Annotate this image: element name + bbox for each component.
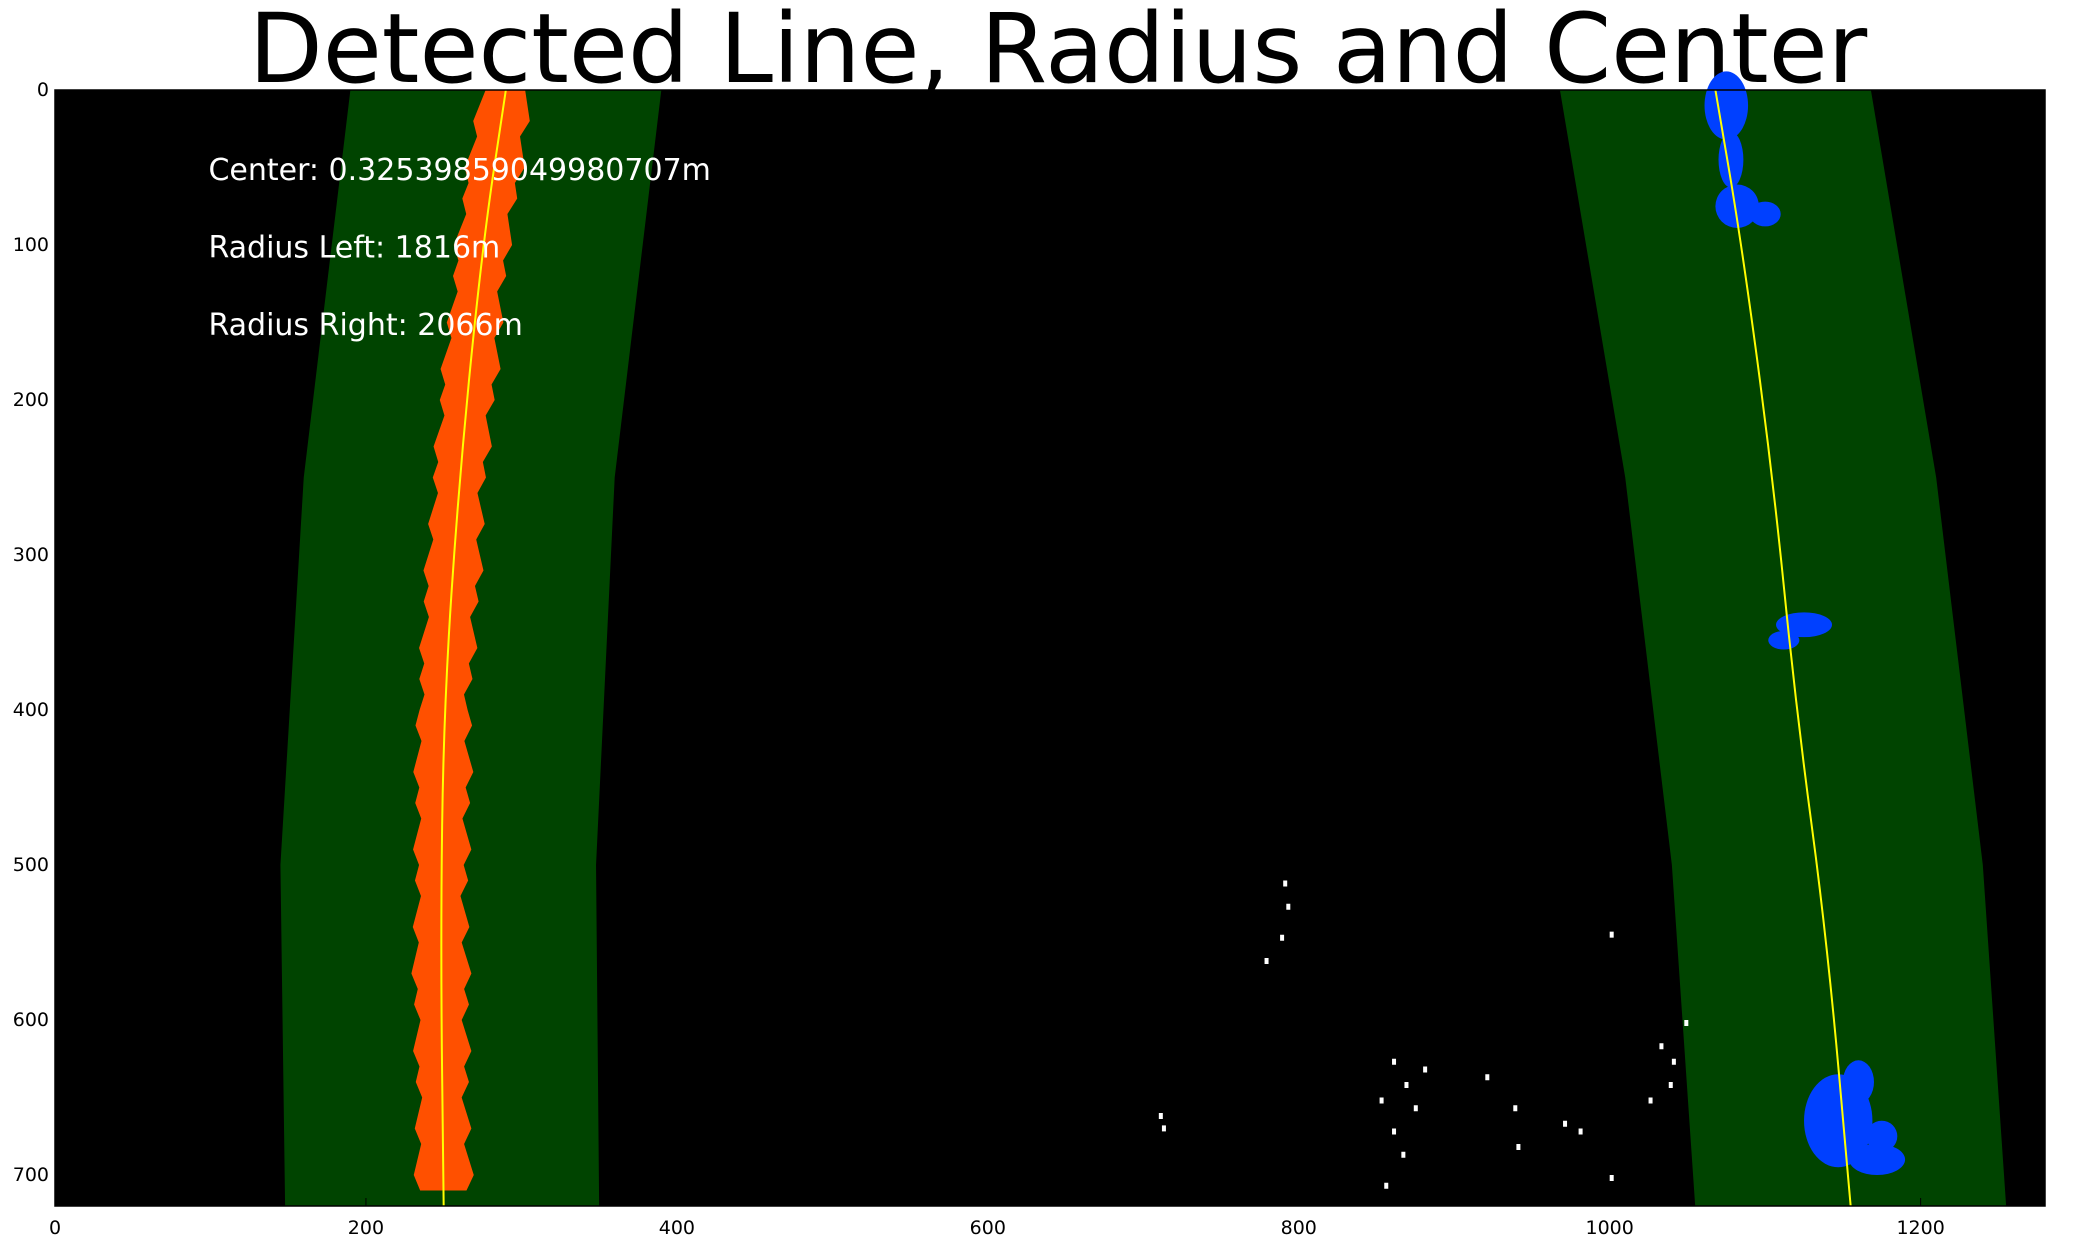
noise-speck <box>1286 903 1291 910</box>
noise-speck <box>1280 934 1285 941</box>
left-fit-line <box>440 89 507 1207</box>
plot-area <box>55 71 2045 1207</box>
y-tick-label: 500 <box>13 854 49 876</box>
noise-speck <box>1609 1175 1614 1181</box>
x-tick-label: 800 <box>1281 1217 1317 1239</box>
noise-speck <box>1671 1058 1676 1065</box>
noise-speck <box>1404 1082 1409 1088</box>
right-lane-pixel-blob <box>1704 71 1749 140</box>
noise-speck <box>1485 1074 1490 1081</box>
right-fit-line <box>1714 89 1852 1207</box>
y-tick-label: 100 <box>13 234 49 256</box>
noise-speck <box>1609 931 1614 938</box>
y-tick-label: 400 <box>13 699 49 721</box>
annotations: Center: 0.32539859049980707m Radius Left:… <box>208 153 710 343</box>
right-lane-pixel-blob <box>1715 184 1759 228</box>
right-lane-pixel-blob <box>1849 1144 1906 1175</box>
noise-speck <box>1401 1151 1406 1158</box>
right-lane-pixel-blob <box>1866 1120 1898 1152</box>
annotation-text: Radius Left: 1816m <box>208 230 500 265</box>
noise-speck <box>1413 1105 1418 1112</box>
x-tick-label: 200 <box>348 1217 384 1239</box>
noise-speck <box>1283 880 1288 887</box>
noise-speck <box>1264 958 1269 964</box>
noise-speck <box>1578 1128 1583 1135</box>
x-tick-label: 400 <box>659 1217 695 1239</box>
noise-speck <box>1379 1097 1384 1104</box>
x-tick-label: 1000 <box>1586 1217 1634 1239</box>
noise-speck <box>1684 1020 1689 1026</box>
noise-speck <box>1659 1043 1664 1050</box>
x-tick-label: 1200 <box>1896 1217 1944 1239</box>
right-lane-pixel-blob <box>1749 201 1781 227</box>
axis-ticks: 0 200 400 600 800 1000 1200 0 100 200 300 400 500 600… <box>13 79 2046 1239</box>
x-tick-label: 0 <box>49 1217 61 1239</box>
noise-speck <box>1563 1120 1568 1127</box>
right-lane-pixel-blob <box>1768 630 1800 650</box>
axes-frame <box>54 89 2046 1207</box>
y-tick-label: 0 <box>37 79 49 101</box>
y-tick-label: 700 <box>13 1164 49 1186</box>
noise-speck <box>1384 1182 1389 1189</box>
noise-speck <box>1423 1066 1428 1073</box>
chart-title: Detected Line, Radius and Center <box>249 0 1868 105</box>
x-tick-label: 600 <box>970 1217 1006 1239</box>
right-lane-pixel-blob <box>1776 612 1833 638</box>
annotation-text: Radius Right: 2066m <box>208 308 522 343</box>
noise-speck <box>1158 1113 1163 1119</box>
noise-speck <box>1668 1082 1673 1088</box>
y-tick-label: 200 <box>13 389 49 411</box>
noise-speck <box>1392 1058 1397 1065</box>
noise-speck <box>1161 1125 1166 1132</box>
noise-speck <box>1516 1144 1521 1150</box>
y-tick-label: 600 <box>13 1009 49 1031</box>
right-lane-pixel-blob <box>1842 1060 1874 1104</box>
annotation-text: Center: 0.32539859049980707m <box>208 153 710 188</box>
y-tick-label: 300 <box>13 544 49 566</box>
noise-speck <box>1648 1097 1653 1104</box>
noise-speck <box>1392 1128 1397 1135</box>
noise-speck <box>1513 1105 1518 1112</box>
